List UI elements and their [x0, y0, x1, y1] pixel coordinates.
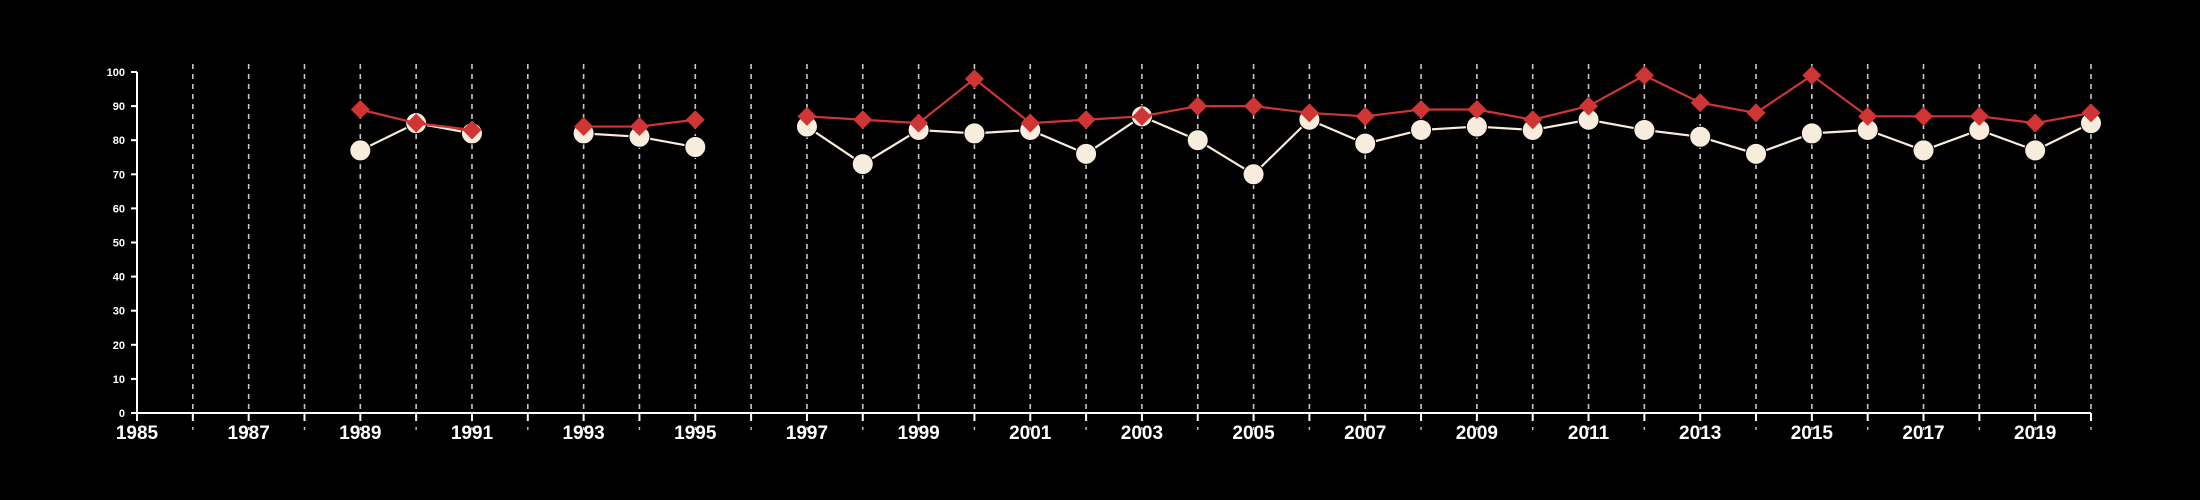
y-tick-label-90: 90	[113, 101, 125, 113]
point-diamond-2007	[1355, 106, 1375, 126]
point-diamond-1993	[574, 117, 594, 137]
x-tick-label-1985: 1985	[116, 423, 159, 444]
x-tick-label-2011: 2011	[1568, 423, 1610, 444]
point-diamond-1994	[629, 117, 649, 137]
x-tick-label-1987: 1987	[228, 423, 270, 444]
point-circle-2004	[1186, 129, 1209, 152]
point-diamond-2019	[2025, 113, 2045, 133]
point-circle-2000	[963, 122, 986, 145]
point-diamond-2002	[1076, 110, 1096, 130]
point-diamond-2014	[1746, 103, 1766, 123]
point-diamond-2003	[1132, 106, 1152, 126]
point-diamond-2004	[1188, 96, 1208, 116]
y-tick-label-40: 40	[113, 272, 125, 284]
y-tick-label-10: 10	[113, 374, 125, 386]
point-diamond-2001	[1020, 113, 1040, 133]
x-tick-label-2013: 2013	[1679, 423, 1721, 444]
point-circle-2014	[1745, 142, 1768, 165]
point-diamond-1997	[797, 106, 817, 126]
point-diamond-1998	[853, 110, 873, 130]
x-tick-label-2015: 2015	[1791, 423, 1834, 444]
point-diamond-1989	[350, 100, 370, 120]
y-tick-label-70: 70	[113, 169, 125, 181]
point-circle-2015	[1800, 122, 1823, 145]
series-circle	[349, 105, 2102, 186]
point-circle-2019	[2024, 139, 2047, 162]
point-diamond-2017	[1914, 106, 1934, 126]
x-tick-label-2001: 2001	[1009, 423, 1052, 444]
point-circle-1989	[349, 139, 372, 162]
point-diamond-2009	[1467, 100, 1487, 120]
y-tick-label-0: 0	[119, 408, 125, 420]
y-tick-label-100: 100	[107, 67, 125, 79]
y-tick-label-20: 20	[113, 340, 125, 352]
x-tick-label-2007: 2007	[1344, 423, 1386, 444]
point-diamond-2013	[1690, 93, 1710, 113]
point-diamond-2000	[964, 69, 984, 89]
point-circle-2002	[1075, 142, 1098, 165]
point-diamond-2005	[1244, 96, 1264, 116]
gridlines	[192, 64, 2092, 432]
point-diamond-2016	[1858, 106, 1878, 126]
x-tick-label-2003: 2003	[1121, 423, 1163, 444]
point-diamond-2008	[1411, 100, 1431, 120]
x-tick-label-1991: 1991	[451, 423, 494, 444]
x-tick-label-1989: 1989	[339, 423, 381, 444]
point-diamond-1999	[909, 113, 929, 133]
x-tick-label-1999: 1999	[897, 423, 939, 444]
y-tick-label-30: 30	[113, 306, 125, 318]
point-circle-2008	[1410, 118, 1433, 141]
series-diamond	[350, 65, 2101, 140]
y-tick-label-50: 50	[113, 238, 125, 250]
point-circle-2017	[1912, 139, 1935, 162]
y-tick-label-80: 80	[113, 135, 125, 147]
x-tick-label-2005: 2005	[1232, 423, 1275, 444]
x-tick-label-1995: 1995	[674, 423, 717, 444]
point-circle-1995	[684, 136, 707, 159]
point-circle-2005	[1242, 163, 1265, 186]
point-diamond-2011	[1579, 96, 1599, 116]
point-diamond-1990	[406, 113, 426, 133]
point-diamond-1991	[462, 120, 482, 140]
point-diamond-2006	[1299, 103, 1319, 123]
point-circle-1998	[851, 153, 874, 176]
data-series	[349, 65, 2102, 186]
point-circle-2012	[1633, 118, 1656, 141]
point-diamond-2015	[1802, 65, 1822, 85]
x-tick-label-2019: 2019	[2014, 423, 2056, 444]
point-circle-2007	[1354, 132, 1377, 155]
y-tick-label-60: 60	[113, 203, 125, 215]
x-tick-label-2009: 2009	[1456, 423, 1498, 444]
point-circle-2009	[1465, 115, 1488, 138]
point-diamond-2018	[1969, 106, 1989, 126]
point-diamond-1995	[685, 110, 705, 130]
axes: 0 10 20 30 40 50 60 70 80 90 100 1985 1987 1989 1991 19…	[107, 67, 2092, 444]
x-tick-label-1997: 1997	[786, 423, 828, 444]
point-diamond-2010	[1523, 110, 1543, 130]
point-circle-2013	[1689, 125, 1712, 148]
x-tick-label-1993: 1993	[562, 423, 604, 444]
point-diamond-2020	[2081, 103, 2101, 123]
x-tick-label-2017: 2017	[1902, 423, 1944, 444]
point-diamond-2012	[1634, 65, 1654, 85]
